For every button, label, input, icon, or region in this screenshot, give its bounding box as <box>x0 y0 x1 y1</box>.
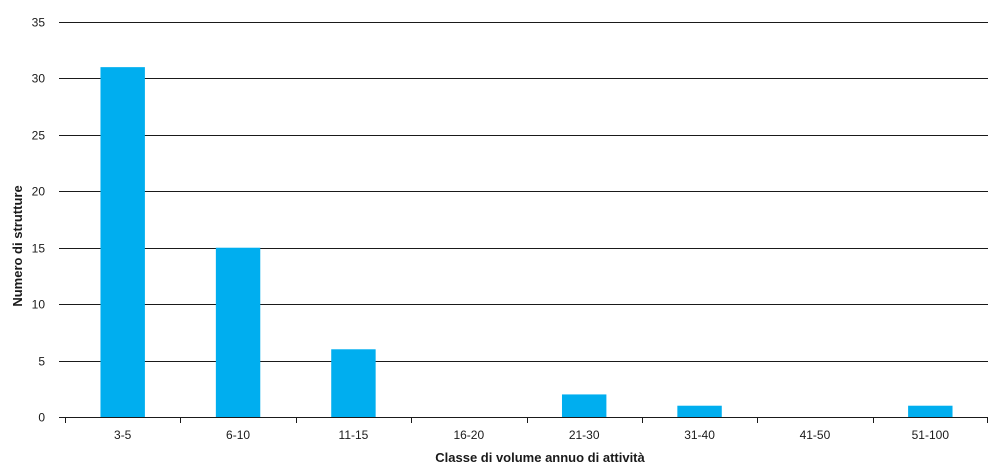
y-tick-label: 0 <box>38 411 45 425</box>
x-tick-label: 16-20 <box>453 428 484 442</box>
bar-6-10 <box>215 247 261 417</box>
x-tick-label: 6-10 <box>226 428 250 442</box>
gridlines <box>59 22 988 418</box>
x-tick-label: 41-50 <box>800 428 831 442</box>
x-tick-label: 21-30 <box>569 428 600 442</box>
bar-21-30 <box>561 394 607 417</box>
bar-11-15 <box>331 349 376 417</box>
x-tick-label: 3-5 <box>114 428 132 442</box>
y-tick-label: 5 <box>38 355 45 369</box>
x-tick-label: 31-40 <box>684 428 715 442</box>
x-axis-title: Classe di volume annuo di attività <box>435 450 645 465</box>
y-tick-label: 25 <box>32 129 46 143</box>
x-tick-label: 51-100 <box>912 428 950 442</box>
y-tick-label: 10 <box>32 298 46 312</box>
bars <box>100 67 953 418</box>
y-tick-label: 35 <box>32 16 46 30</box>
bar-31-40 <box>677 405 722 417</box>
y-tick-label: 30 <box>32 72 46 86</box>
x-tick-label: 11-15 <box>339 428 369 442</box>
y-tick-label: 20 <box>32 185 46 199</box>
x-tick-labels: 3-5 6-10 11-15 16-20 21-30 31-40 41-50 51-100 <box>65 417 988 442</box>
y-axis-title: Numero di strutture <box>10 185 25 306</box>
y-tick-label: 15 <box>32 242 46 256</box>
bar-51-100 <box>908 405 953 417</box>
y-tick-labels: 0 5 10 15 20 25 30 35 <box>32 16 46 425</box>
bar-3-5 <box>100 67 145 418</box>
